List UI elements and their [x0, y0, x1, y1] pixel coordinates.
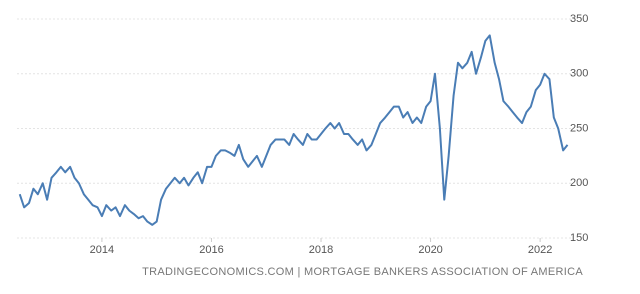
x-tick-label: 2018: [309, 244, 333, 256]
x-tick-label: 2014: [90, 244, 114, 256]
line: [18, 34, 569, 226]
x-tick-label: 2020: [418, 244, 442, 256]
y-tick-label: 250: [570, 122, 588, 134]
x-tick-label: 2016: [199, 244, 223, 256]
y-tick-label: 300: [570, 68, 588, 80]
source: TRADINGECONOMICS.COM | MORTGAGE BANKERS …: [142, 266, 583, 278]
y-tick-label: 150: [570, 232, 588, 244]
y-tick-label: 350: [570, 13, 588, 25]
y-tick-label: 200: [570, 177, 588, 189]
x-tick-label: 2022: [528, 244, 552, 256]
